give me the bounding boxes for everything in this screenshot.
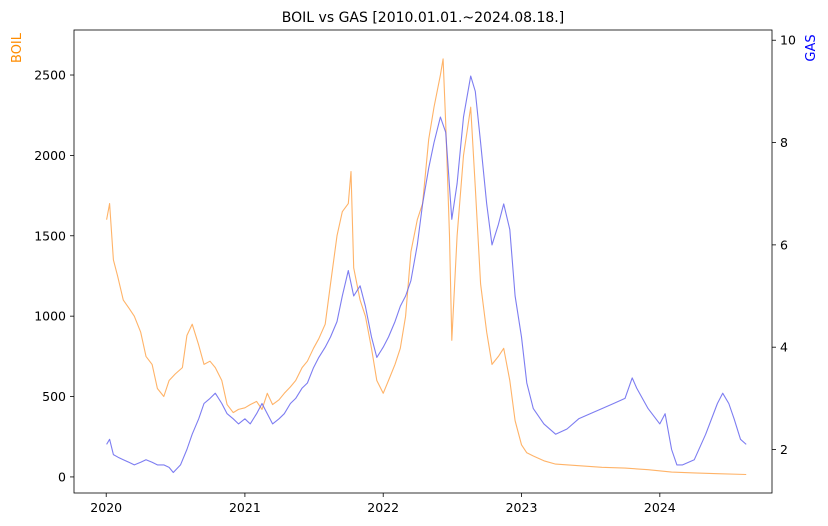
right-axis-label: GAS [804, 34, 819, 61]
x-tick-label: 2020 [90, 500, 122, 515]
x-tick-label: 2023 [506, 500, 538, 515]
left-y-tick-label: 2500 [34, 68, 66, 83]
left-y-tick-label: 500 [42, 389, 66, 404]
left-axis-label: BOIL [10, 32, 25, 63]
right-y-tick-label: 4 [780, 340, 788, 355]
x-tick-label: 2022 [367, 500, 399, 515]
right-y-tick-label: 2 [780, 442, 788, 457]
chart-title: BOIL vs GAS [2010.01.01.~2024.08.18.] [282, 10, 564, 26]
series-line-boil [106, 58, 747, 476]
plot-frame [73, 29, 773, 494]
left-axis-title: BOIL [10, 32, 25, 63]
x-tick-label: 2021 [229, 500, 261, 515]
left-y-tick-label: 1000 [34, 309, 66, 324]
right-y-tick-label: 8 [780, 135, 788, 150]
left-y-tick-label: 0 [58, 469, 66, 484]
left-y-tick-label: 1500 [34, 228, 66, 243]
right-y-tick-label: 6 [780, 237, 788, 252]
series-layer [106, 58, 747, 476]
right-axis-title: GAS [804, 34, 819, 61]
x-tick-label: 2024 [644, 500, 676, 515]
left-y-tick-label: 2000 [34, 148, 66, 163]
right-y-tick-label: 10 [780, 33, 796, 48]
series-line-gas [106, 75, 747, 474]
ticks-layer: 2020 2021 2022 2023 2024 0 500 1000 1500 2000 2500… [34, 33, 796, 515]
